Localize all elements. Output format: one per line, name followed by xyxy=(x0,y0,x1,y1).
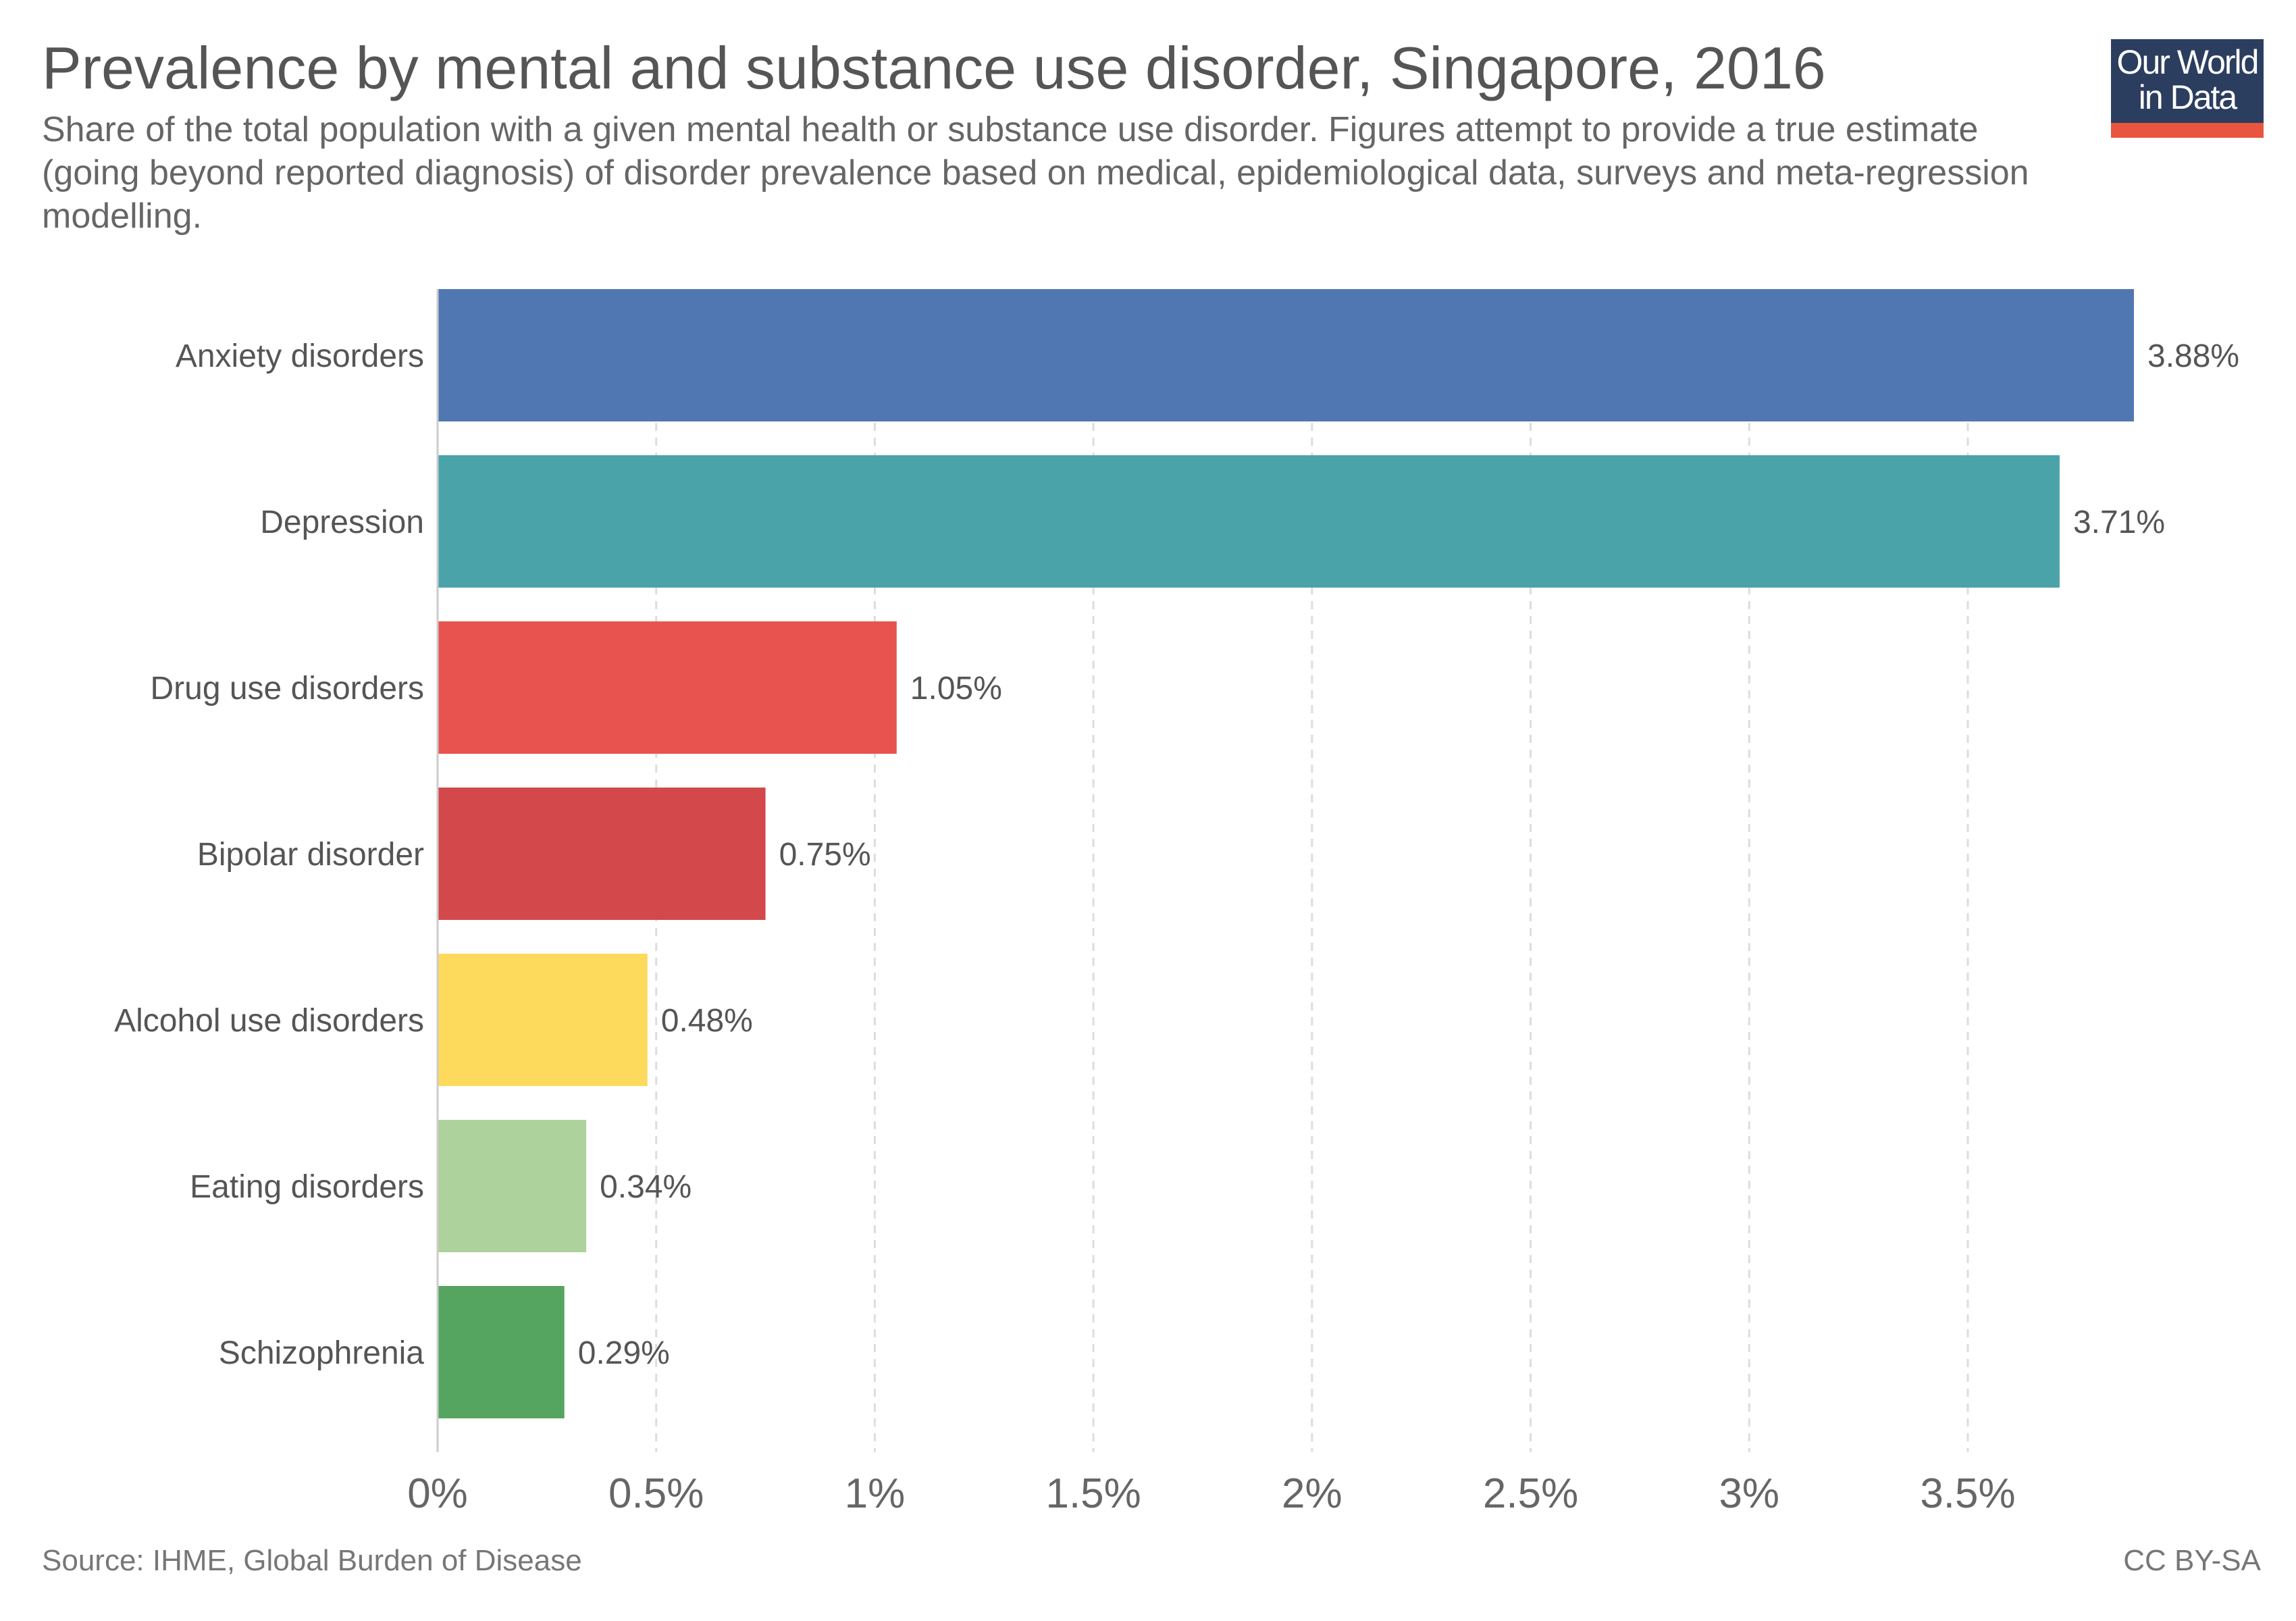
value-label: 0.48% xyxy=(661,1003,753,1039)
owid-logo[interactable]: Our World in Data xyxy=(2111,39,2264,138)
category-label: Drug use disorders xyxy=(150,671,424,706)
logo-line-1: Our World xyxy=(2116,43,2260,81)
bar xyxy=(438,1120,587,1252)
bar xyxy=(438,289,2134,421)
logo-background xyxy=(2111,39,2264,123)
value-label: 3.88% xyxy=(2147,338,2239,374)
category-label: Schizophrenia xyxy=(219,1335,425,1371)
value-label: 1.05% xyxy=(910,671,1002,706)
category-label: Alcohol use disorders xyxy=(114,1003,424,1039)
value-label: 3.71% xyxy=(2073,505,2165,540)
chart-title: Prevalence by mental and substance use d… xyxy=(42,34,1826,101)
category-label: Depression xyxy=(260,505,424,540)
category-label: Bipolar disorder xyxy=(197,837,424,873)
bar xyxy=(438,788,766,920)
bar xyxy=(438,954,648,1086)
value-label: 0.29% xyxy=(578,1335,670,1371)
logo-accent-bar xyxy=(2111,123,2264,138)
value-label: 0.75% xyxy=(779,837,871,873)
x-tick-label: 2.5% xyxy=(1483,1470,1578,1517)
logo-text: Our World in Data xyxy=(2111,45,2264,115)
bar xyxy=(438,621,897,754)
x-tick-label: 1.5% xyxy=(1045,1470,1141,1517)
chart-subtitle: Share of the total population with a giv… xyxy=(42,110,2029,236)
x-tick-label: 0.5% xyxy=(608,1470,704,1517)
bar xyxy=(438,455,2060,588)
value-label: 0.34% xyxy=(600,1169,692,1205)
x-tick-label: 3.5% xyxy=(1920,1470,2015,1517)
x-tick-label: 2% xyxy=(1282,1470,1342,1517)
logo-line-2: in Data xyxy=(2138,78,2237,116)
x-tick-label: 0% xyxy=(407,1470,468,1517)
x-tick-label: 1% xyxy=(845,1470,906,1517)
x-tick-label: 3% xyxy=(1719,1470,1779,1517)
category-label: Anxiety disorders xyxy=(176,338,424,374)
category-label: Eating disorders xyxy=(190,1169,424,1205)
bar xyxy=(438,1286,565,1418)
license-link[interactable]: CC BY-SA xyxy=(2123,1544,2261,1577)
source-note[interactable]: Source: IHME, Global Burden of Disease xyxy=(42,1544,582,1577)
